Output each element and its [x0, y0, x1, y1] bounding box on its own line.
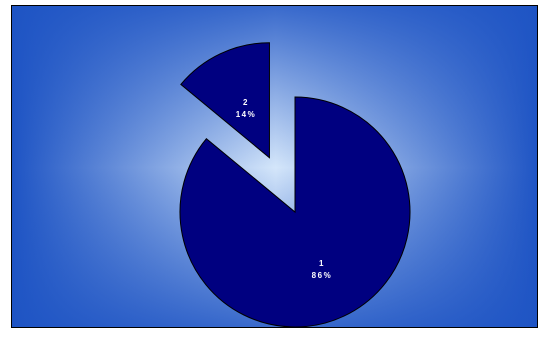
slice-percent-label-2: 14%	[236, 110, 257, 119]
pie-slice-1	[179, 96, 411, 327]
pie-chart: 1 86% 2 14%	[12, 6, 537, 327]
slice-category-label-1: 1	[319, 259, 325, 268]
pie-slice-2	[180, 42, 270, 159]
slice-percent-label-1: 86%	[312, 271, 333, 280]
slice-category-label-2: 2	[243, 98, 249, 107]
chart-frame: 1 86% 2 14%	[11, 5, 538, 328]
